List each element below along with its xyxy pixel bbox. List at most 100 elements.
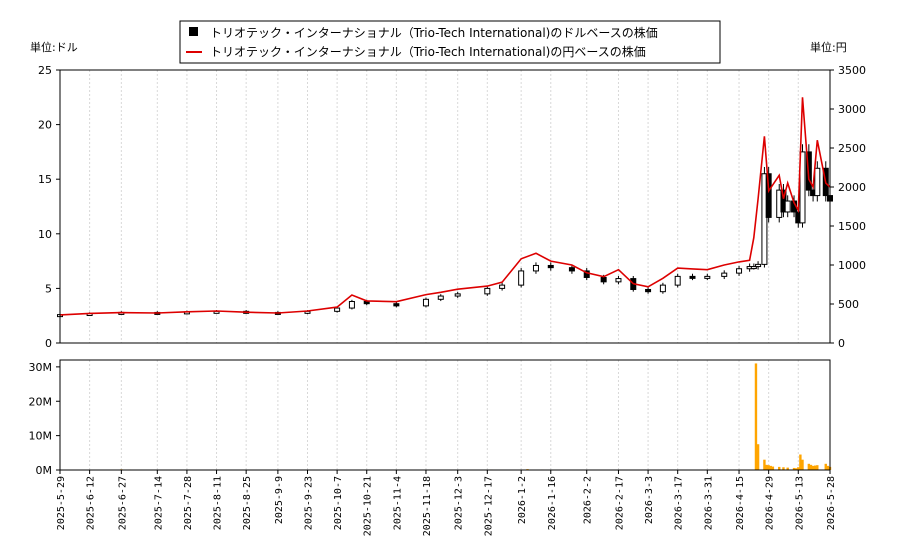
x-tick-label: 2026-3-3 <box>644 476 655 524</box>
usd-candle <box>615 278 622 283</box>
y-left-axis: 0 5 10 15 20 25 <box>38 64 60 350</box>
legend-box <box>179 20 721 64</box>
volume-bar <box>811 465 815 470</box>
x-tick-label: 2025-5-29 <box>56 476 67 530</box>
x-tick-label: 2026-3-31 <box>703 476 714 530</box>
usd-candle <box>659 284 666 293</box>
y-right-tick-label: 3500 <box>838 64 866 77</box>
x-tick-label: 2025-7-14 <box>153 476 164 530</box>
x-tick-label: 2025-6-12 <box>86 476 97 530</box>
volume-bars <box>120 363 832 471</box>
main-grid <box>59 70 831 343</box>
volume-bar <box>807 463 811 470</box>
legend: トリオテック・インターナショナル（Trio-Tech International… <box>179 20 721 64</box>
y-right-tick-label: 3000 <box>838 103 866 116</box>
x-tick-label: 2025-7-28 <box>183 476 194 530</box>
usd-candle <box>721 272 728 277</box>
volume-bar <box>799 454 802 470</box>
volume-bar <box>824 463 827 470</box>
legend-jpy-label: トリオテック・インターナショナル（Trio-Tech International… <box>210 44 646 59</box>
usd-candle <box>674 275 681 286</box>
x-tick-label: 2026-1-16 <box>547 476 558 530</box>
volume-bar <box>765 464 768 470</box>
usd-candle <box>363 301 370 305</box>
volume-y-tick-label: 20M <box>29 395 53 408</box>
volume-plot-frame <box>59 359 831 471</box>
x-tick-label: 2025-6-27 <box>117 476 128 530</box>
x-tick-label: 2025-10-7 <box>333 476 344 530</box>
y-right-tick-label: 0 <box>838 337 845 350</box>
usd-candle <box>689 275 696 279</box>
usd-candle <box>583 270 590 278</box>
volume-bar <box>801 459 804 470</box>
volume-bar <box>786 467 789 470</box>
y-left-tick-label: 0 <box>45 337 52 350</box>
x-tick-label: 2026-2-17 <box>614 476 625 530</box>
usd-candle <box>704 275 711 279</box>
x-tick-label: 2026-5-13 <box>794 476 805 530</box>
volume-bar <box>769 465 772 470</box>
usd-candle <box>765 173 772 218</box>
usd-candle <box>348 301 355 309</box>
volume-bar <box>794 468 798 470</box>
x-tick-label: 2026-3-17 <box>674 476 685 530</box>
x-tick-label: 2026-4-15 <box>735 476 746 530</box>
x-axis: 2025-5-29 2025-6-12 2025-6-27 2025-7-14 2025… <box>56 470 837 536</box>
usd-candle <box>736 268 743 274</box>
volume-bar <box>763 459 766 470</box>
volume-bar <box>778 466 781 470</box>
y-left-tick-label: 10 <box>38 228 52 241</box>
usd-candle <box>784 200 791 213</box>
volume-bar <box>826 465 830 470</box>
x-tick-label: 2025-12-3 <box>454 476 465 530</box>
usd-candle <box>518 270 525 286</box>
volume-bar <box>797 467 800 470</box>
y-right-unit: 単位:円 <box>810 40 847 54</box>
volume-bar <box>767 465 770 470</box>
usd-candle <box>761 173 768 265</box>
usd-candle <box>799 151 806 224</box>
y-left-unit: 単位:ドル <box>30 40 78 54</box>
usd-candle <box>547 264 554 269</box>
usd-candle <box>334 307 341 312</box>
volume-y-tick-label: 30M <box>29 361 53 374</box>
x-tick-label: 2025-8-11 <box>213 476 224 530</box>
y-left-tick-label: 20 <box>38 119 52 132</box>
legend-usd-marker <box>189 27 198 36</box>
x-tick-label: 2026-2-2 <box>583 476 594 524</box>
main-plot-frame <box>59 69 831 344</box>
y-right-tick-label: 1000 <box>838 259 866 272</box>
usd-candle <box>600 276 607 283</box>
x-tick-label: 2025-12-17 <box>483 476 494 536</box>
volume-bar <box>816 465 819 470</box>
volume-bar <box>813 465 817 470</box>
volume-bar <box>756 444 760 470</box>
volume-y-tick-label: 10M <box>29 430 53 443</box>
y-right-tick-label: 2000 <box>838 181 866 194</box>
usd-candle <box>454 293 461 297</box>
volume-bar <box>754 363 758 470</box>
volume-bar <box>809 464 813 470</box>
x-tick-label: 2025-11-18 <box>422 476 433 536</box>
x-tick-label: 2025-8-25 <box>242 476 253 530</box>
x-tick-label: 2026-1-2 <box>517 476 528 524</box>
x-tick-label: 2025-9-9 <box>274 476 285 524</box>
usd-candle <box>645 288 652 293</box>
usd-candle <box>568 267 575 272</box>
usd-candle <box>484 287 491 295</box>
legend-usd-label: トリオテック・インターナショナル（Trio-Tech International… <box>210 25 658 40</box>
usd-candle <box>422 298 429 307</box>
volume-grid <box>59 360 831 470</box>
volume-y-tick-label: 0M <box>36 464 53 477</box>
x-tick-label: 2025-10-21 <box>363 476 374 536</box>
volume-bar <box>782 467 785 470</box>
y-left-tick-label: 15 <box>38 173 52 186</box>
usd-candle <box>750 266 757 270</box>
usd-candle <box>755 263 762 268</box>
volume-bar <box>792 467 796 470</box>
usd-candle <box>814 167 821 197</box>
volume-bar <box>771 466 775 470</box>
y-right-tick-label: 500 <box>838 298 859 311</box>
y-right-tick-label: 2500 <box>838 142 866 155</box>
